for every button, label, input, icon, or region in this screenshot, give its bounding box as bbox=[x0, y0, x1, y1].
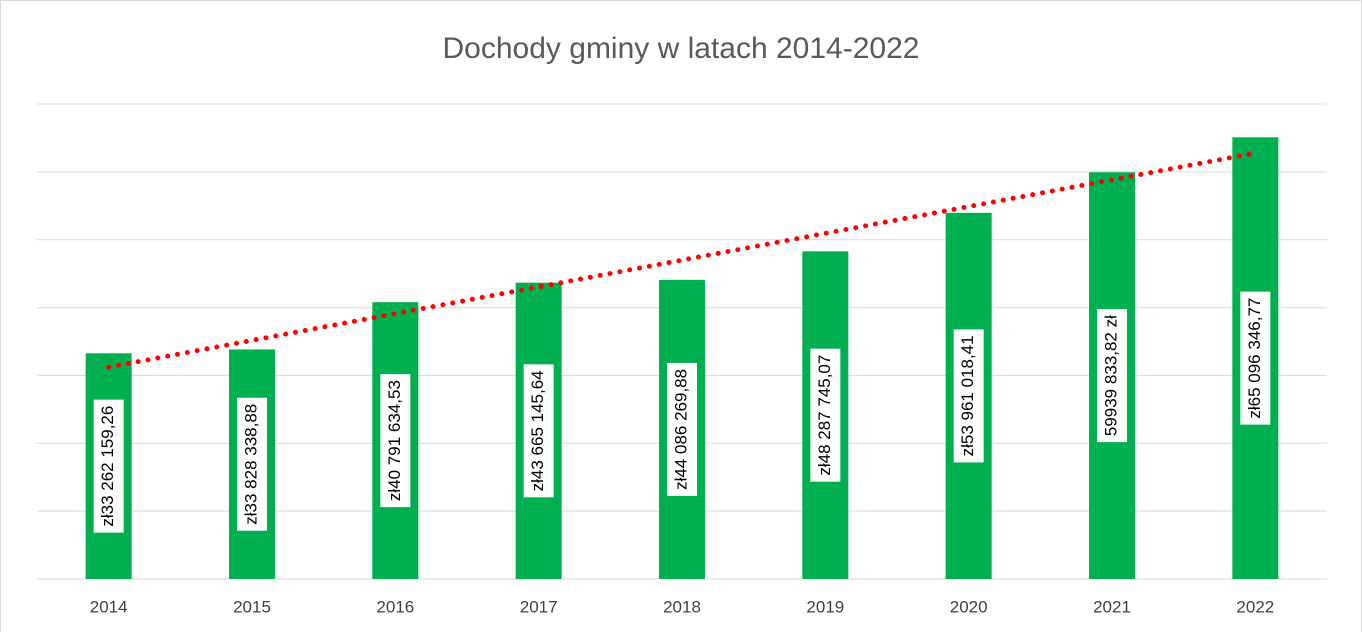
value-label: zł40 791 634,53 bbox=[385, 380, 404, 501]
value-label-box bbox=[380, 374, 411, 508]
trendline bbox=[106, 150, 1258, 370]
value-label-box bbox=[667, 362, 697, 496]
x-tick-label: 2015 bbox=[233, 597, 271, 616]
x-tick-label: 2020 bbox=[950, 597, 988, 616]
x-tick-label: 2014 bbox=[90, 597, 128, 616]
value-label-box bbox=[953, 329, 984, 463]
x-tick-label: 2022 bbox=[1236, 597, 1274, 616]
value-label-box bbox=[93, 399, 124, 533]
value-label-box bbox=[1240, 291, 1271, 425]
value-label: 59939 833,82 zł bbox=[1101, 315, 1120, 436]
value-label: zł43 665 145,64 bbox=[528, 370, 547, 491]
x-tick-label: 2017 bbox=[520, 597, 558, 616]
value-label: zł53 961 018,41 bbox=[958, 335, 977, 456]
value-label-box bbox=[810, 348, 841, 482]
value-label-box bbox=[237, 397, 267, 531]
value-label: zł65 096 346,77 bbox=[1245, 298, 1264, 419]
x-tick-label: 2019 bbox=[806, 597, 844, 616]
x-tick-label: 2018 bbox=[663, 597, 701, 616]
x-tick-label: 2021 bbox=[1093, 597, 1131, 616]
value-label: zł44 086 269,88 bbox=[671, 369, 690, 490]
value-label-box bbox=[523, 364, 554, 498]
value-label: zł48 287 745,07 bbox=[815, 355, 834, 476]
chart-title: Dochody gminy w latach 2014-2022 bbox=[443, 32, 920, 65]
value-label: zł33 262 159,26 bbox=[98, 406, 117, 527]
value-label: zł33 828 338,88 bbox=[241, 404, 260, 525]
x-tick-label: 2016 bbox=[376, 597, 414, 616]
value-label-box bbox=[1097, 309, 1127, 443]
